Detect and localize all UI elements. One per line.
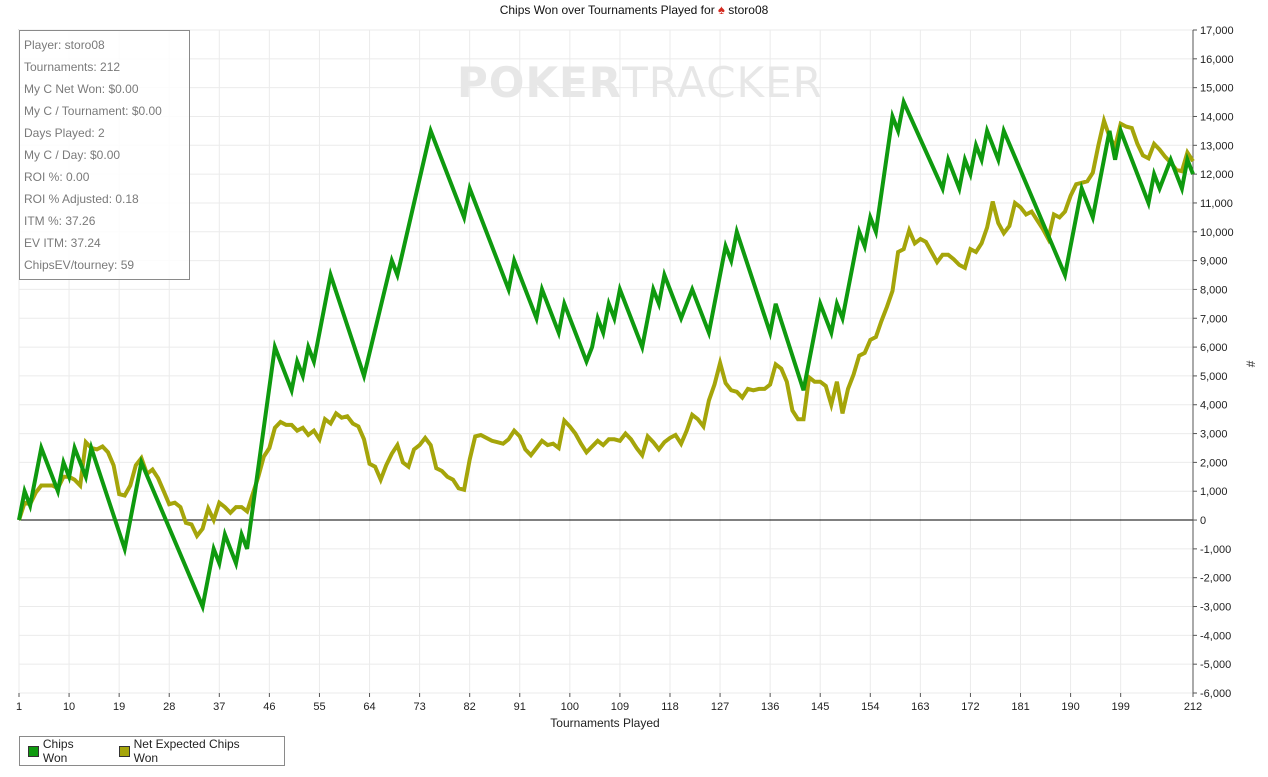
x-tick-label: 118 [661,701,679,713]
legend-swatch-net-expected [118,745,130,757]
x-tick-label: 19 [113,701,125,713]
y-tick-label: 13,000 [1200,140,1234,152]
x-tick-label: 154 [861,701,879,713]
y-tick-label: 11,000 [1200,198,1233,210]
y-tick-label: 12,000 [1200,169,1234,181]
x-tick-label: 100 [561,701,579,713]
series-lines [17,95,1195,614]
chart-title: Chips Won over Tournaments Played for ♠ … [0,2,1268,17]
y-tick-label: 14,000 [1200,111,1234,123]
x-tick-label: 91 [514,701,526,713]
y-tick-label: 5,000 [1200,371,1228,383]
chart-title-prefix: Chips Won over Tournaments Played for [499,3,715,17]
y-tick-label: 4,000 [1200,400,1228,412]
y-tick-label: 17,000 [1200,25,1234,37]
y-tick-label: 10,000 [1200,227,1234,239]
x-tick-label: 1 [16,701,22,713]
y-tick-label: 6,000 [1200,342,1228,354]
x-tick-label: 190 [1061,701,1079,713]
y-tick-label: -3,000 [1200,602,1231,614]
stat-ev-itm: EV ITM: 37.24 [24,236,101,250]
legend-label-net-expected: Net Expected Chips Won [133,737,240,765]
stat-player: Player: storo08 [24,38,105,52]
spade-icon: ♠ [718,2,725,17]
x-tick-label: 199 [1111,701,1129,713]
stat-days-played: Days Played: 2 [24,126,105,140]
x-tick-label: 37 [213,701,225,713]
x-tick-label: 46 [263,701,275,713]
y-tick-label: -2,000 [1200,573,1231,585]
stat-roi-adjusted: ROI % Adjusted: 0.18 [24,192,139,206]
series-line-net-expected-chips-won [17,113,1195,540]
y-tick-label: 16,000 [1200,54,1234,66]
x-tick-label: 127 [711,701,729,713]
legend: Chips Won Net Expected Chips Won [19,736,285,766]
watermark-strong: POKER [457,58,623,107]
x-tick-label: 10 [63,701,75,713]
stat-chipsev: ChipsEV/tourney: 59 [24,258,135,272]
y-tick-label: 8,000 [1200,284,1228,296]
y-tick-label: 0 [1200,515,1206,527]
x-tick-label: 181 [1011,701,1029,713]
y-tick-label: -6,000 [1200,688,1231,700]
stat-itm: ITM %: 37.26 [24,214,96,228]
stats-box: Player: storo08 Tournaments: 212 My C Ne… [19,30,190,280]
stat-roi: ROI %: 0.00 [24,170,90,184]
y-axis-title: # [1243,360,1258,368]
x-tick-label: 136 [761,701,779,713]
y-tick-label: 2,000 [1200,457,1228,469]
watermark-light: TRACKER [622,58,823,107]
y-tick-label: 1,000 [1200,486,1228,498]
x-tick-label: 28 [163,701,175,713]
x-tick-label: 73 [413,701,425,713]
x-tick-label: 172 [961,701,979,713]
x-tick-label: 64 [363,701,375,713]
y-tick-label: 7,000 [1200,313,1228,325]
legend-label-chips-won: Chips Won [42,737,74,765]
x-tick-label: 145 [811,701,829,713]
series-line-chips-won [17,95,1195,614]
chart-title-player: storo08 [728,3,769,17]
stat-net-won: My C Net Won: $0.00 [24,82,139,96]
x-tick-label: 82 [464,701,476,713]
legend-item-chips-won: Chips Won [28,737,101,765]
stat-per-tournament: My C / Tournament: $0.00 [24,104,162,118]
legend-swatch-chips-won [28,745,39,757]
legend-item-net-expected: Net Expected Chips Won [118,737,266,765]
x-axis-title: Tournaments Played [550,716,660,730]
y-tick-label: 3,000 [1200,429,1228,441]
watermark-logo: POKERTRACKER [457,58,823,107]
stat-per-day: My C / Day: $0.00 [24,148,121,162]
y-tick-label: -5,000 [1200,659,1231,671]
y-tick-label: 15,000 [1200,83,1234,95]
x-tick-label: 163 [911,701,929,713]
x-tick-label: 109 [611,701,629,713]
axes: -6,000 -5,000 -4,000 -3,000 -2,000 -1,000 0 1,0… [16,25,1234,713]
stat-tournaments: Tournaments: 212 [24,60,121,74]
y-tick-label: 9,000 [1200,256,1228,268]
x-tick-label: 55 [313,701,325,713]
y-tick-label: -1,000 [1200,544,1231,556]
y-tick-label: -4,000 [1200,630,1231,642]
x-tick-label: 212 [1184,701,1202,713]
